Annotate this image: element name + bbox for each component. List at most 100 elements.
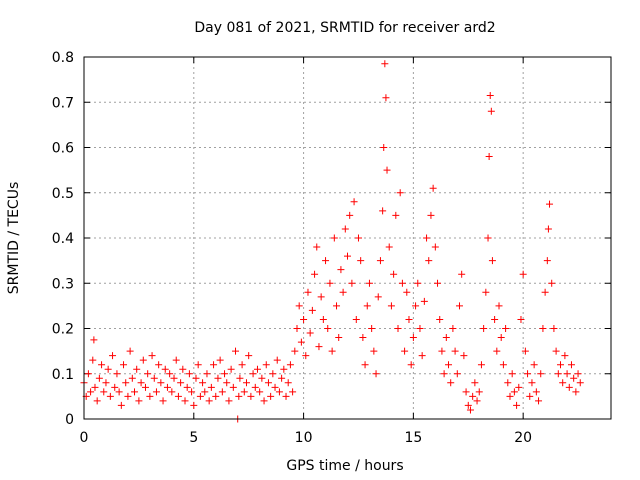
data-point: [95, 374, 103, 382]
data-point: [365, 279, 373, 287]
data-point: [150, 374, 158, 382]
data-point: [157, 379, 165, 387]
data-point: [427, 211, 435, 219]
data-point: [565, 383, 573, 391]
data-point: [104, 365, 112, 373]
data-point: [264, 379, 272, 387]
data-point: [155, 361, 163, 369]
data-point: [159, 397, 167, 405]
data-point: [161, 365, 169, 373]
data-point: [313, 243, 321, 251]
data-point: [152, 388, 160, 396]
data-point: [102, 379, 110, 387]
data-point: [245, 352, 253, 360]
data-point: [289, 388, 297, 396]
data-point: [262, 361, 270, 369]
data-point: [311, 270, 319, 278]
data-point: [576, 379, 584, 387]
data-point: [431, 243, 439, 251]
data-point: [122, 379, 130, 387]
data-point: [491, 315, 499, 323]
data-point: [398, 279, 406, 287]
data-point: [363, 302, 371, 310]
data-point: [172, 356, 180, 364]
data-point: [436, 315, 444, 323]
data-point: [497, 334, 505, 342]
data-point: [203, 370, 211, 378]
data-point: [238, 361, 246, 369]
data-point: [409, 334, 417, 342]
data-point: [199, 379, 207, 387]
data-point: [440, 370, 448, 378]
data-point: [113, 370, 121, 378]
data-point: [434, 279, 442, 287]
plot-frame: [83, 56, 612, 420]
data-point: [528, 379, 536, 387]
data-point: [304, 288, 312, 296]
data-point: [120, 361, 128, 369]
data-point: [135, 397, 143, 405]
data-point: [229, 383, 237, 391]
data-point: [185, 370, 193, 378]
data-point: [115, 388, 123, 396]
data-point: [111, 383, 119, 391]
data-point: [218, 388, 226, 396]
data-point: [370, 347, 378, 355]
data-point: [212, 392, 220, 400]
data-point: [438, 347, 446, 355]
data-point: [537, 370, 545, 378]
data-point: [344, 252, 351, 260]
data-point: [486, 91, 494, 99]
data-point: [464, 401, 472, 409]
data-point: [174, 392, 182, 400]
data-point: [302, 352, 310, 360]
data-point: [166, 370, 174, 378]
data-point: [515, 383, 523, 391]
data-point: [247, 392, 255, 400]
x-tick-label: 10: [295, 430, 313, 446]
x-axis-label: GPS time / hours: [286, 458, 403, 474]
data-point: [300, 315, 308, 323]
data-point: [170, 374, 178, 382]
data-point: [508, 370, 516, 378]
data-point: [260, 397, 268, 405]
data-point: [87, 388, 95, 396]
data-point: [570, 374, 578, 382]
data-point: [98, 361, 106, 369]
data-point: [418, 352, 426, 360]
data-point: [133, 365, 141, 373]
data-point: [506, 392, 514, 400]
data-point: [561, 352, 569, 360]
data-point: [381, 60, 389, 68]
data-point: [425, 257, 433, 265]
data-point: [519, 270, 527, 278]
data-point: [317, 293, 325, 301]
data-point: [190, 401, 198, 409]
data-point: [502, 325, 510, 332]
data-point: [504, 379, 512, 387]
data-point: [284, 379, 292, 387]
y-axis-label: SRMTID / TECUs: [6, 182, 22, 295]
data-point: [90, 336, 98, 344]
data-point: [414, 279, 422, 287]
data-point: [429, 184, 437, 192]
data-point: [532, 388, 540, 396]
data-point: [447, 379, 455, 387]
data-point: [183, 383, 191, 391]
data-point: [168, 388, 176, 396]
data-point: [382, 94, 390, 102]
data-point: [524, 370, 532, 378]
chart-title: Day 081 of 2021, SRMTID for receiver ard…: [194, 20, 495, 36]
data-point: [196, 392, 204, 400]
data-point: [330, 234, 338, 242]
x-tick-label: 0: [80, 430, 89, 446]
data-point: [466, 406, 474, 414]
data-point: [567, 361, 575, 369]
data-point: [368, 325, 376, 332]
axis-ticks: 0 5 10 15 20 0 0.1 0.2 0.3 0.4 0.5 0.6 0.7 0.8: [52, 50, 611, 446]
data-point: [554, 370, 562, 378]
data-point: [232, 347, 240, 355]
data-point: [227, 365, 235, 373]
data-point: [109, 352, 117, 360]
